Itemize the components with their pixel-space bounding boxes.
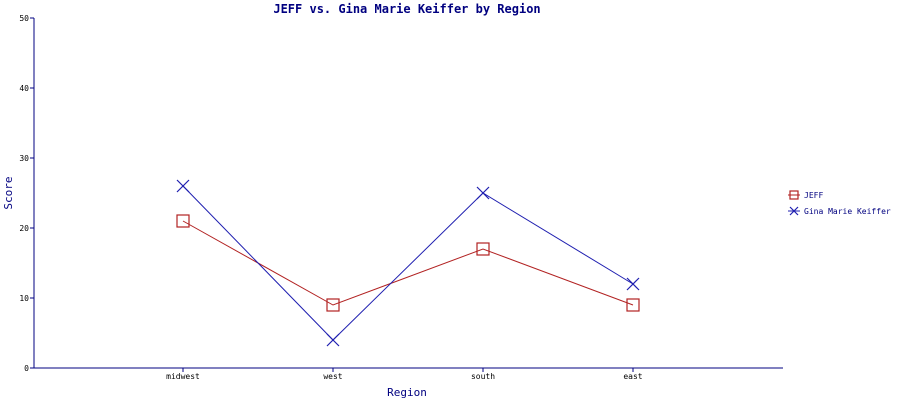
series-line-jeff — [182, 220, 634, 306]
legend: JEFF Gina Marie Keiffer — [788, 190, 891, 216]
data-point-jeff — [476, 242, 490, 256]
x-tick-label: east — [623, 372, 642, 381]
y-tick-label: 50 — [19, 14, 29, 23]
series-line-gina-marie-keiffer — [182, 185, 634, 341]
x-axis-label: Region — [387, 386, 427, 399]
y-axis-label: Score — [2, 176, 15, 209]
data-point-gina-marie-keiffer — [176, 179, 190, 193]
legend-item-jeff: JEFF — [788, 190, 823, 200]
x-tick-label: midwest — [166, 372, 200, 381]
y-tick-label: 40 — [19, 84, 29, 93]
plot-area: 0 10 20 30 40 50 midwest west south east — [19, 14, 783, 381]
data-point-gina-marie-keiffer — [326, 333, 340, 347]
legend-marker-jeff — [789, 190, 799, 200]
data-point-jeff — [626, 298, 640, 312]
x-tick-label: south — [471, 372, 495, 381]
data-point-gina-marie-keiffer — [626, 277, 640, 291]
y-tick-label: 0 — [24, 364, 29, 373]
legend-item-gina-marie-keiffer: Gina Marie Keiffer — [788, 206, 891, 216]
y-tick-label: 10 — [19, 294, 29, 303]
data-point-jeff — [176, 214, 190, 228]
legend-label-jeff: JEFF — [804, 191, 823, 200]
chart-title: JEFF vs. Gina Marie Keiffer by Region — [273, 2, 540, 16]
y-tick-label: 20 — [19, 224, 29, 233]
legend-marker-gina-marie-keiffer — [789, 206, 799, 216]
data-point-jeff — [326, 298, 340, 312]
data-point-gina-marie-keiffer — [476, 186, 490, 200]
x-tick-label: west — [323, 372, 342, 381]
y-tick-label: 30 — [19, 154, 29, 163]
legend-label-gina-marie-keiffer: Gina Marie Keiffer — [804, 207, 891, 216]
